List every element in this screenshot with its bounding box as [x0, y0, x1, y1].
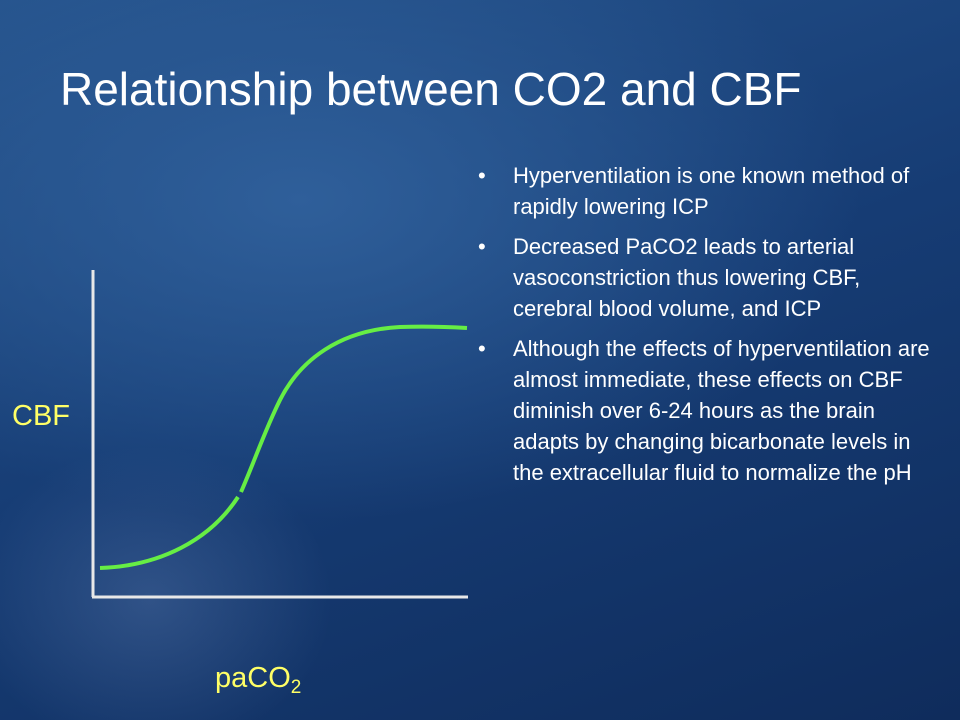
curve	[99, 495, 240, 570]
x-label-subscript: 2	[290, 677, 302, 698]
x-axis-label: paCO2	[215, 662, 301, 699]
curve	[239, 324, 468, 493]
bullet: Hyperventilation is one known method of …	[478, 160, 933, 222]
bullet-list: Hyperventilation is one known method of …	[478, 160, 933, 497]
slide-title: Relationship between CO2 and CBF	[60, 63, 802, 115]
y-axis-label: CBF	[12, 400, 70, 432]
bullet: Although the effects of hyperventilation…	[478, 333, 933, 488]
bullet: Decreased PaCO2 leads to arterial vasoco…	[478, 231, 933, 324]
x-label-text: paCO	[215, 662, 291, 694]
